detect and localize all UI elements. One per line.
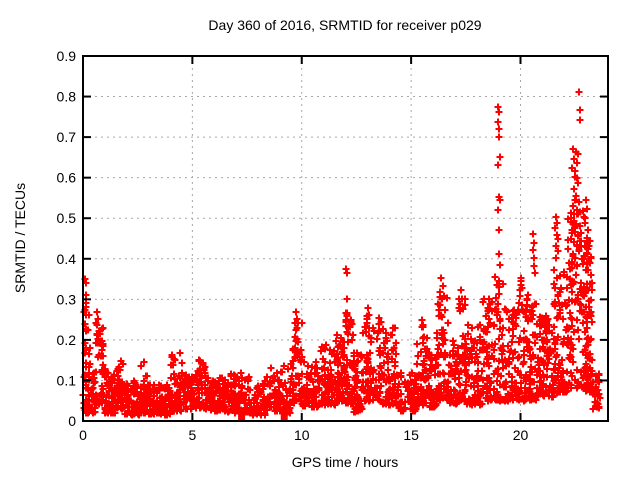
x-tick-label: 0 [79,427,87,443]
x-tick-label: 20 [513,427,529,443]
square-marker [280,413,288,421]
chart-title: Day 360 of 2016, SRMTID for receiver p02… [208,17,481,33]
y-tick-label: 0.1 [57,372,77,388]
y-tick-label: 0 [68,413,76,429]
square-marker [238,413,246,421]
y-tick-label: 0.6 [57,170,77,186]
y-tick-label: 0.2 [57,332,77,348]
y-axis-title: SRMTID / TECUs [12,183,28,293]
plot-area: 0 5 10 15 20 0 0.1 0.2 0.3 0.4 0.5 0.6 0.7 0.8 0.9 [57,48,609,443]
y-tick-label: 0.7 [57,129,77,145]
scatter-points [79,88,604,419]
x-axis-title: GPS time / hours [292,454,399,470]
plot-border [82,55,609,422]
y-tick-label: 0.9 [57,48,77,64]
y-tick-label: 0.3 [57,291,77,307]
y-tick-label: 0.4 [57,251,77,267]
y-tick-label: 0.8 [57,89,77,105]
x-tick-label: 10 [294,427,310,443]
x-tick-label: 5 [188,427,196,443]
x-tick-label: 15 [403,427,419,443]
y-tick-label: 0.5 [57,210,77,226]
